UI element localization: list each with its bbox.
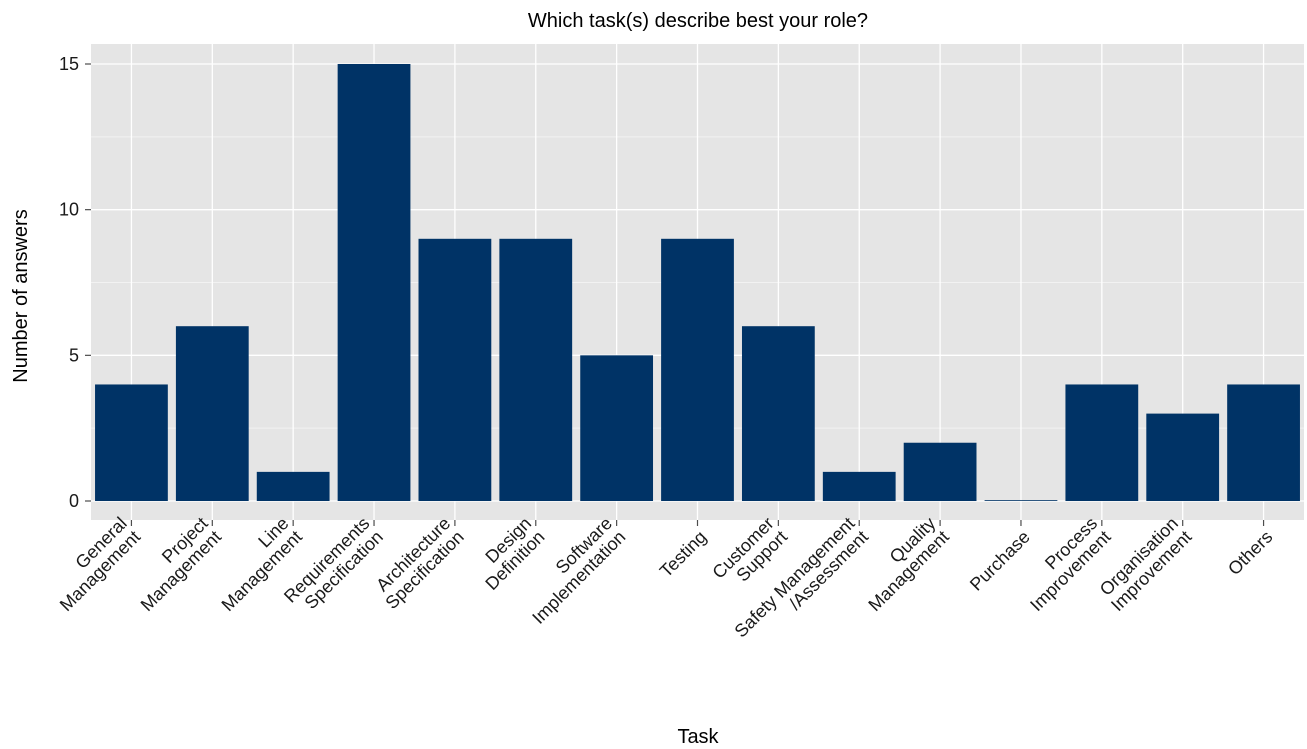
x-axis: GeneralManagement ProjectManagement LineMa…	[42, 513, 1277, 641]
x-tick-label: Testing	[656, 527, 710, 581]
bar	[903, 442, 977, 501]
bars	[95, 64, 1300, 502]
bar	[1146, 413, 1220, 501]
x-tick-label: Others	[1224, 527, 1276, 579]
bar	[418, 238, 492, 502]
x-axis-title: Task	[677, 726, 719, 748]
x-tick-label: ArchitectureSpecification	[368, 513, 468, 613]
bar	[256, 471, 330, 501]
x-tick-label: QualityManagement	[851, 513, 953, 615]
x-tick-label: GeneralManagement	[42, 513, 144, 615]
x-tick-label: ProcessImprovement	[1013, 513, 1115, 615]
bar	[95, 384, 168, 501]
bar	[741, 326, 815, 501]
bar	[661, 238, 734, 502]
bar	[580, 355, 654, 501]
y-axis: 0 5 10 15	[59, 54, 91, 511]
y-tick-label: 0	[69, 491, 79, 511]
x-tick-label: Purchase	[966, 527, 1034, 595]
bar	[499, 238, 573, 502]
y-tick-label: 15	[59, 54, 79, 74]
bar	[984, 500, 1058, 501]
bar	[175, 326, 249, 501]
bar	[1065, 384, 1139, 501]
bar	[822, 471, 896, 501]
bar	[1227, 384, 1300, 501]
x-tick-label: ProjectManagement	[123, 513, 225, 615]
x-tick-label: RequirementsSpecification	[280, 513, 387, 620]
x-tick-label: DesignDefinition	[468, 513, 549, 594]
y-tick-label: 10	[59, 200, 79, 220]
y-tick-label: 5	[69, 345, 79, 365]
bar	[337, 64, 411, 501]
chart-title: Which task(s) describe best your role?	[528, 10, 868, 32]
y-axis-title: Number of answers	[10, 209, 32, 382]
x-tick-label: OrganisationImprovement	[1094, 513, 1196, 615]
